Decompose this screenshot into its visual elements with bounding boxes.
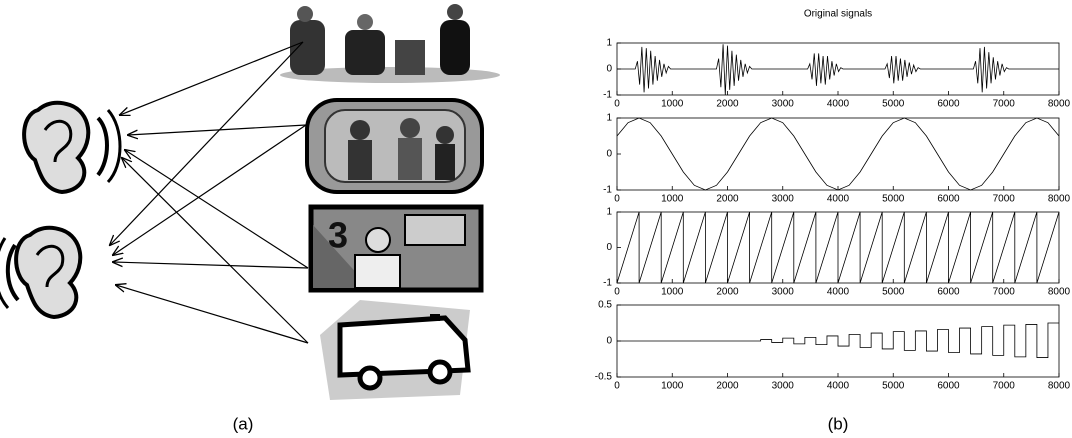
ambulance [320, 300, 471, 400]
x-tick-label: 3000 [772, 287, 795, 298]
x-tick-label: 8000 [1048, 381, 1071, 392]
x-tick-label: 1000 [661, 287, 684, 298]
x-tick-label: 2000 [716, 194, 739, 205]
y-tick-label: -1 [603, 278, 612, 289]
x-tick-label: 0 [614, 194, 620, 205]
x-tick-label: 0 [614, 381, 620, 392]
x-tick-label: 5000 [882, 99, 905, 110]
y-tick-label: 0 [606, 336, 612, 347]
x-tick-label: 5000 [882, 381, 905, 392]
x-tick-label: 8000 [1048, 287, 1071, 298]
axes-box [616, 117, 1060, 191]
y-tick-label: 1 [606, 113, 612, 124]
y-tick-label: 1 [606, 207, 612, 218]
caption: (b) [828, 414, 849, 433]
x-tick-label: 4000 [827, 99, 850, 110]
y-tick-label: -1 [603, 90, 612, 101]
chart-title: Original signals [804, 9, 872, 20]
ear-bottom [0, 225, 83, 320]
x-tick-label: 1000 [661, 381, 684, 392]
x-tick-label: 6000 [937, 381, 960, 392]
ear-top [22, 100, 122, 195]
x-tick-label: 2000 [716, 381, 739, 392]
signal-line [617, 322, 1059, 358]
y-tick-label: 0 [606, 64, 612, 75]
y-tick-label: 1 [606, 38, 612, 49]
x-tick-label: 7000 [993, 287, 1016, 298]
caption: (a) [233, 414, 254, 433]
x-tick-label: 7000 [993, 99, 1016, 110]
tv-screen: 3 [308, 204, 484, 293]
x-tick-label: 2000 [716, 99, 739, 110]
y-tick-label: 0.5 [598, 300, 612, 311]
x-tick-label: 3000 [772, 381, 795, 392]
x-tick-label: 1000 [661, 194, 684, 205]
x-tick-label: 3000 [772, 99, 795, 110]
y-tick-label: -0.5 [595, 372, 613, 383]
signal-line [616, 117, 1060, 191]
y-tick-label: -1 [603, 185, 612, 196]
x-tick-label: 4000 [827, 287, 850, 298]
x-tick-label: 0 [614, 99, 620, 110]
x-tick-label: 7000 [993, 381, 1016, 392]
signal-line [616, 211, 1060, 284]
svg-text:3: 3 [328, 215, 348, 256]
x-tick-label: 8000 [1048, 194, 1071, 205]
x-tick-label: 4000 [827, 194, 850, 205]
x-tick-label: 6000 [937, 99, 960, 110]
party-picture [305, 98, 484, 194]
x-tick-label: 4000 [827, 381, 850, 392]
x-tick-label: 8000 [1048, 99, 1071, 110]
x-tick-label: 1000 [661, 99, 684, 110]
x-tick-label: 6000 [937, 287, 960, 298]
y-tick-label: 0 [606, 149, 612, 160]
signal-line [617, 44, 1059, 96]
x-tick-label: 2000 [716, 287, 739, 298]
y-tick-label: 0 [606, 242, 612, 253]
x-tick-label: 5000 [882, 194, 905, 205]
jazz-band [280, 4, 500, 83]
x-tick-label: 6000 [937, 194, 960, 205]
mixing-arrows [110, 41, 309, 344]
x-tick-label: 7000 [993, 194, 1016, 205]
x-tick-label: 3000 [772, 194, 795, 205]
x-tick-label: 0 [614, 287, 620, 298]
x-tick-label: 5000 [882, 287, 905, 298]
